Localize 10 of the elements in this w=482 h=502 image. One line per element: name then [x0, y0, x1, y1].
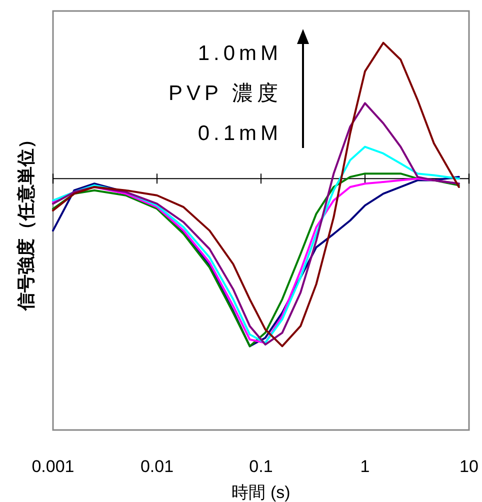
x-tick-label: 0.01: [140, 457, 174, 476]
x-tick-label: 10: [460, 457, 478, 476]
x-axis-title: 時間 (s): [232, 483, 290, 502]
y-axis-title: 信号強度（任意単位）: [16, 130, 36, 312]
x-tick-label: 0.001: [32, 457, 74, 476]
annotation: PVP 濃度: [168, 82, 282, 105]
x-tick-label: 0.1: [249, 457, 273, 476]
x-tick-label: 1: [360, 457, 370, 476]
annotation: 1.0mM: [198, 42, 282, 65]
annotation: 0.1mM: [198, 122, 282, 145]
